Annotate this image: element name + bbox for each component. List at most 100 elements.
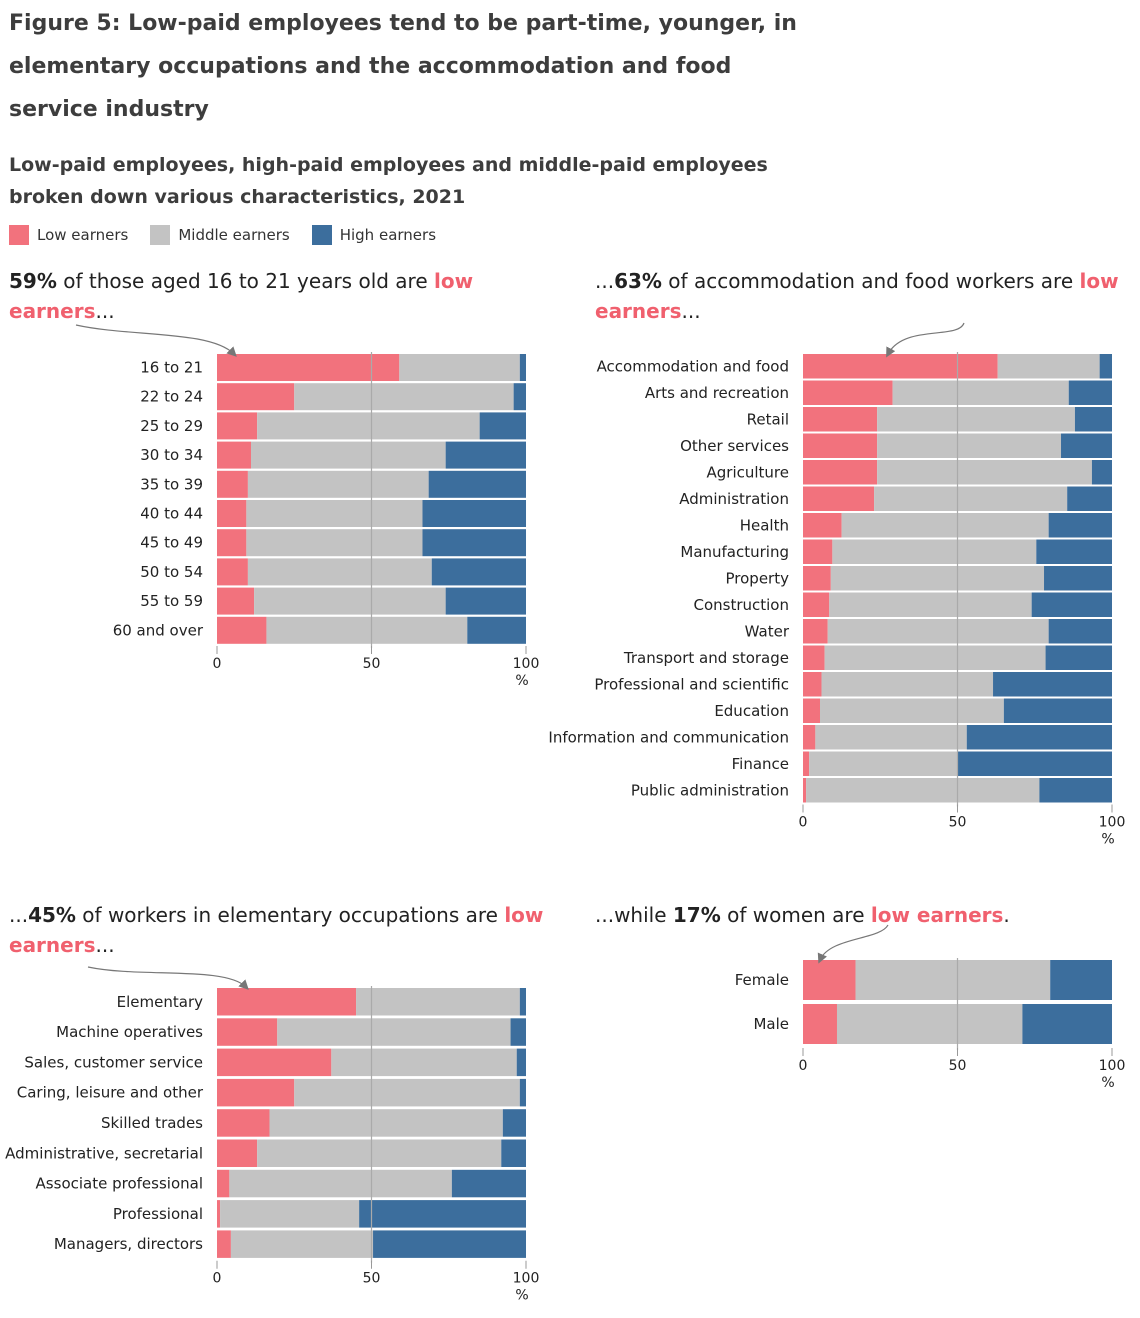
bar-age-45-to-49-middle (246, 529, 423, 557)
category-label-age-50-to-54: 50 to 54 (140, 563, 203, 581)
chart-sex: Female Male 0 50 100% (735, 958, 1125, 1091)
annotation-age-text: of those aged 16 to 21 years old are (56, 269, 435, 293)
category-label-age-55-to-59: 55 to 59 (140, 592, 203, 610)
bar-industry-retail-middle (877, 407, 1075, 432)
bar-industry-information-and-communication-low (803, 725, 816, 750)
bar-occupation-machine-operatives-low (217, 1018, 278, 1046)
bar-industry-public-administration-high (1039, 778, 1112, 803)
category-label-occupation-sales-customer-service: Sales, customer service (24, 1053, 203, 1071)
bar-age-45-to-49-high (422, 529, 527, 557)
bar-age-22-to-24-middle (294, 383, 514, 411)
bar-industry-construction-high (1031, 592, 1112, 617)
tick-label-occupation-100: 100 (513, 1271, 540, 1287)
bar-industry-administration-high (1067, 486, 1112, 511)
bar-industry-accommodation-and-food-low (803, 354, 998, 379)
bar-occupation-managers-directors-middle (230, 1230, 374, 1258)
bar-industry-health-low (803, 513, 842, 538)
bar-age-35-to-39-middle (247, 470, 429, 498)
tick-label-industry-50: 50 (949, 815, 967, 831)
arrow-occupation (87, 966, 249, 990)
annotation-age: 59% of those aged 16 to 21 years old are… (9, 266, 529, 326)
bar-industry-transport-and-storage-middle (824, 645, 1046, 670)
bar-age-35-to-39-high (428, 470, 526, 498)
category-label-industry-public-administration: Public administration (631, 781, 789, 799)
category-label-industry-transport-and-storage: Transport and storage (623, 649, 789, 667)
axis-unit-age: % (515, 673, 528, 689)
bar-occupation-administrative-secretarial-middle (257, 1139, 502, 1167)
bar-occupation-elementary-middle (356, 988, 520, 1016)
bar-industry-information-and-communication-high (966, 725, 1112, 750)
bar-industry-education-middle (820, 698, 1004, 723)
category-label-industry-other-services: Other services (680, 437, 789, 455)
bar-age-60-and-over-middle (266, 616, 468, 644)
category-label-sex-female: Female (735, 971, 789, 989)
bar-industry-other-services-middle (877, 433, 1062, 458)
bar-occupation-machine-operatives-middle (277, 1018, 511, 1046)
annotation-industry-text: of accommodation and food workers are (661, 269, 1080, 293)
bar-age-60-and-over-low (217, 616, 267, 644)
bar-industry-arts-and-recreation-low (803, 380, 893, 405)
category-label-industry-health: Health (740, 516, 789, 534)
annotation-age-highlight: low earners (9, 269, 474, 323)
bar-age-40-to-44-high (422, 500, 527, 527)
bar-occupation-administrative-secretarial-low (217, 1139, 258, 1167)
axis-unit-industry: % (1101, 832, 1114, 848)
axis-unit-sex: % (1101, 1075, 1114, 1091)
annotation-industry-percent: 63% (614, 269, 662, 293)
tick-label-industry-100: 100 (1099, 815, 1126, 831)
bar-occupation-associate-professional-low (217, 1169, 230, 1198)
bar-industry-manufacturing-middle (832, 539, 1037, 564)
bar-age-16-to-21-low (217, 354, 400, 381)
annotation-sex: ...while 17% of women are low earners. (595, 900, 1135, 930)
category-label-industry-construction: Construction (693, 596, 789, 614)
legend-swatch-high (311, 225, 332, 245)
bar-occupation-sales-customer-service-middle (331, 1048, 517, 1077)
bar-age-30-to-34-low (217, 441, 251, 469)
category-label-occupation-machine-operatives: Machine operatives (56, 1023, 203, 1041)
bar-occupation-sales-customer-service-low (217, 1048, 332, 1077)
bar-age-30-to-34-high (445, 441, 526, 469)
bar-age-55-to-59-high (445, 587, 526, 615)
chart-industry: Accommodation and food Arts and recreatio… (548, 352, 1125, 848)
tick-label-sex-0: 0 (799, 1058, 808, 1074)
bar-industry-retail-low (803, 407, 878, 432)
bar-age-30-to-34-middle (250, 441, 446, 469)
bar-industry-agriculture-low (803, 460, 878, 485)
bar-age-50-to-54-low (217, 558, 248, 586)
bar-age-25-to-29-low (217, 412, 258, 440)
bar-occupation-associate-professional-high (451, 1169, 526, 1198)
tick-label-occupation-0: 0 (213, 1271, 222, 1287)
annotation-age-suffix: ... (95, 299, 115, 323)
bar-industry-transport-and-storage-low (803, 645, 825, 670)
bar-industry-transport-and-storage-high (1045, 645, 1113, 670)
category-label-occupation-managers-directors: Managers, directors (54, 1235, 203, 1253)
bar-occupation-elementary-low (217, 988, 357, 1016)
legend-item-middle: Middle earners (150, 225, 290, 245)
bar-industry-information-and-communication-middle (815, 725, 967, 750)
bar-sex-male-middle (836, 1004, 1023, 1044)
tick-label-occupation-50: 50 (363, 1271, 381, 1287)
category-label-industry-information-and-communication: Information and communication (548, 728, 789, 746)
category-label-industry-professional-and-scientific: Professional and scientific (594, 675, 789, 693)
category-label-age-30-to-34: 30 to 34 (140, 446, 203, 464)
category-label-age-25-to-29: 25 to 29 (140, 417, 203, 435)
bar-industry-education-low (803, 698, 820, 723)
annotation-occupation-prefix: ... (9, 903, 29, 927)
bar-age-40-to-44-middle (246, 500, 423, 527)
category-label-age-45-to-49: 45 to 49 (140, 534, 203, 552)
bar-age-50-to-54-middle (247, 558, 432, 586)
category-label-industry-property: Property (726, 569, 790, 587)
category-label-industry-retail: Retail (747, 410, 789, 428)
category-label-occupation-elementary: Elementary (117, 993, 203, 1011)
legend-item-high: High earners (311, 225, 436, 245)
bar-industry-public-administration-middle (806, 778, 1040, 803)
bar-industry-arts-and-recreation-middle (892, 380, 1069, 405)
category-label-occupation-professional: Professional (113, 1205, 203, 1223)
legend: Low earners Middle earners High earners (9, 223, 458, 247)
annotation-industry-prefix: ... (595, 269, 615, 293)
bar-industry-public-administration-low (803, 778, 807, 803)
annotation-occupation-text: of workers in elementary occupations are (75, 903, 505, 927)
bar-industry-manufacturing-high (1036, 539, 1112, 564)
chart-subtitle: Low-paid employees, high-paid employees … (9, 154, 768, 208)
